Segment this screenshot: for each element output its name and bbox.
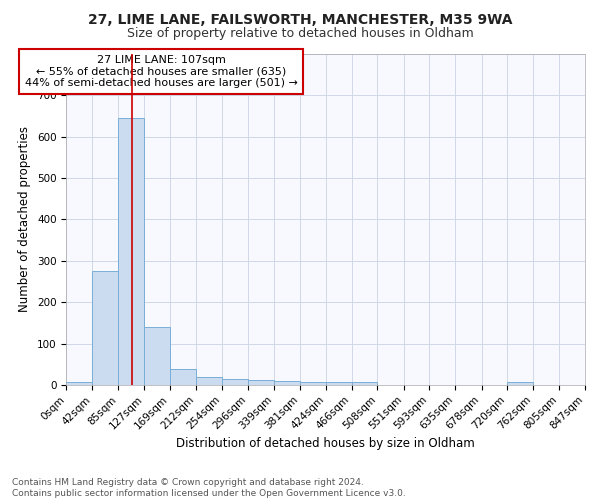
Bar: [118, 118, 144, 385]
Bar: [92, 271, 118, 385]
Bar: [326, 382, 352, 385]
Bar: [352, 382, 377, 385]
Text: Size of property relative to detached houses in Oldham: Size of property relative to detached ho…: [127, 28, 473, 40]
Bar: [507, 382, 533, 385]
Text: 27, LIME LANE, FAILSWORTH, MANCHESTER, M35 9WA: 27, LIME LANE, FAILSWORTH, MANCHESTER, M…: [88, 12, 512, 26]
Text: 27 LIME LANE: 107sqm
← 55% of detached houses are smaller (635)
44% of semi-deta: 27 LIME LANE: 107sqm ← 55% of detached h…: [25, 55, 298, 88]
Y-axis label: Number of detached properties: Number of detached properties: [19, 126, 31, 312]
Bar: [299, 382, 326, 385]
Bar: [144, 327, 170, 385]
Bar: [222, 378, 248, 385]
Bar: [248, 380, 274, 385]
Bar: [170, 369, 196, 385]
Bar: [196, 376, 222, 385]
Bar: [67, 382, 92, 385]
Text: Contains HM Land Registry data © Crown copyright and database right 2024.
Contai: Contains HM Land Registry data © Crown c…: [12, 478, 406, 498]
X-axis label: Distribution of detached houses by size in Oldham: Distribution of detached houses by size …: [176, 437, 475, 450]
Bar: [274, 380, 299, 385]
